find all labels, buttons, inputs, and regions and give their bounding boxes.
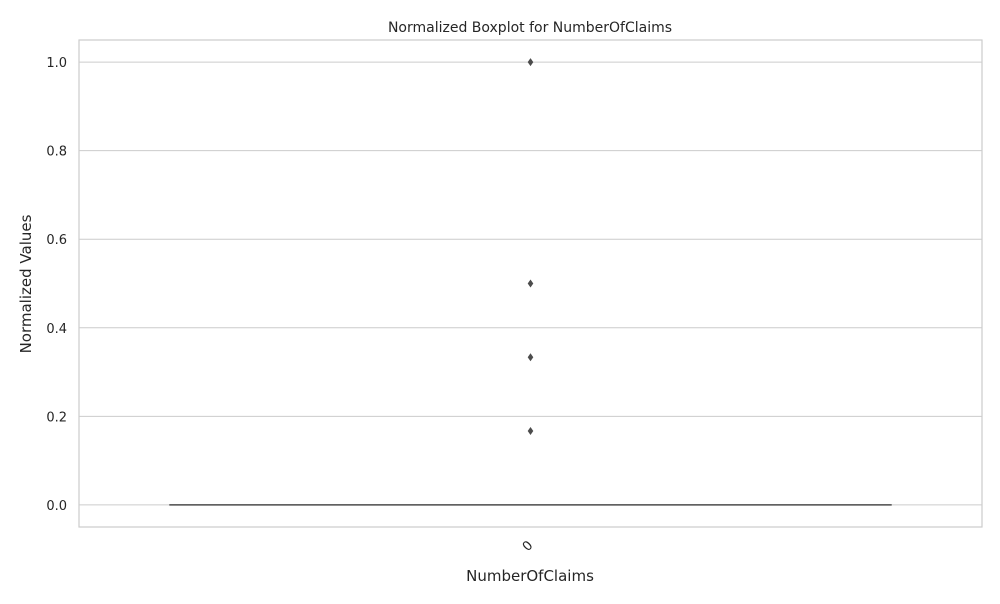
y-tick-label: 1.0 (46, 56, 67, 71)
x-axis-label: NumberOfClaims (466, 567, 594, 585)
x-tick-labels: 0 (520, 538, 536, 554)
y-tick-label: 0.4 (46, 322, 67, 337)
y-tick-labels: 0.0 0.2 0.4 0.6 0.8 1.0 (46, 56, 67, 514)
outlier-point (527, 353, 534, 362)
y-axis-label: Normalized Values (17, 214, 35, 353)
y-tick-label: 0.0 (46, 499, 67, 514)
box-layer (169, 58, 892, 506)
plot-frame (78, 39, 983, 528)
outlier-point (527, 58, 534, 67)
y-tick-label: 0.6 (46, 233, 67, 248)
x-tick-label: 0 (520, 538, 536, 554)
y-tick-label: 0.8 (46, 145, 67, 160)
outlier-point (527, 279, 534, 288)
chart-title: Normalized Boxplot for NumberOfClaims (388, 20, 672, 36)
outlier-point (527, 427, 534, 436)
y-tick-label: 0.2 (46, 410, 67, 425)
